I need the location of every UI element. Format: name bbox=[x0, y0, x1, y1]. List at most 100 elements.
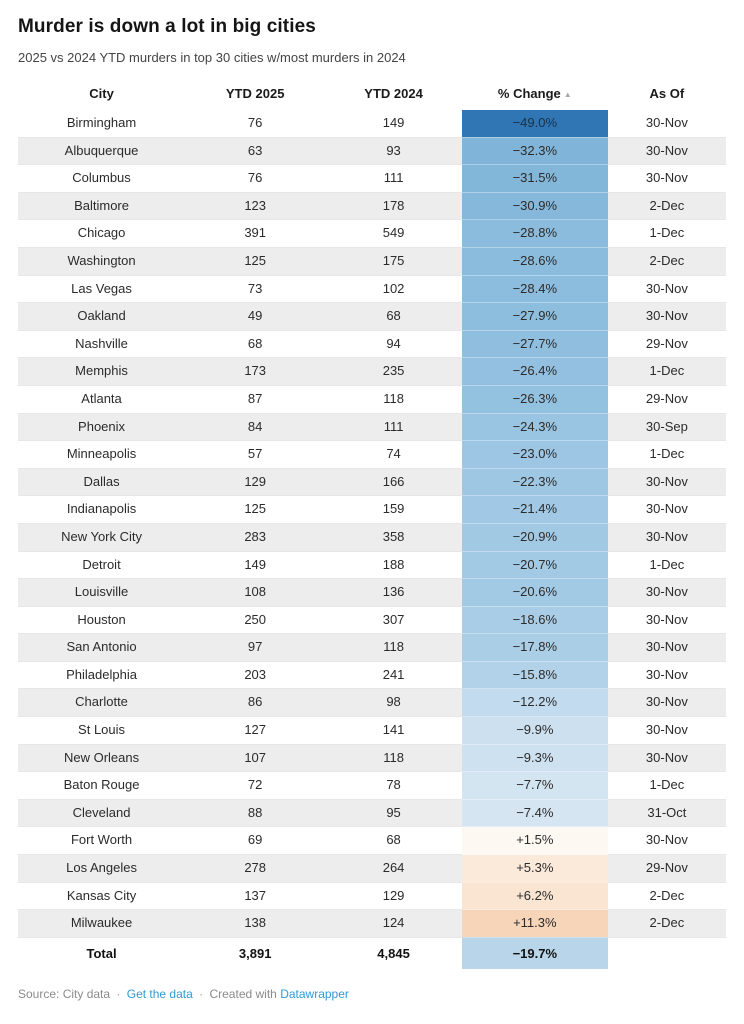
total-label-cell: Total bbox=[18, 936, 186, 970]
city-cell: New York City bbox=[18, 523, 186, 552]
ytd2024-cell: 118 bbox=[325, 385, 462, 414]
pct-change-cell: −26.4% bbox=[461, 357, 608, 386]
city-cell: Dallas bbox=[18, 468, 186, 497]
as-of-cell: 30-Nov bbox=[607, 302, 726, 331]
city-cell: Los Angeles bbox=[18, 854, 186, 883]
ytd2025-cell: 107 bbox=[185, 744, 326, 773]
as-of-cell: 30-Nov bbox=[607, 606, 726, 635]
ytd2025-cell: 138 bbox=[185, 909, 326, 938]
city-cell: St Louis bbox=[18, 716, 186, 745]
ytd2025-cell: 149 bbox=[185, 551, 326, 580]
ytd2024-cell: 95 bbox=[325, 799, 462, 828]
ytd2025-cell: 84 bbox=[185, 413, 326, 442]
table-row: Las Vegas 73 102 −28.4% 30-Nov bbox=[18, 275, 726, 304]
ytd2024-cell: 124 bbox=[325, 909, 462, 938]
table-row: Oakland 49 68 −27.9% 30-Nov bbox=[18, 302, 726, 331]
column-header-ytd2024[interactable]: YTD 2024 bbox=[325, 80, 462, 110]
column-header-ytd2025-label: YTD 2025 bbox=[225, 86, 285, 101]
table-row: Philadelphia 203 241 −15.8% 30-Nov bbox=[18, 661, 726, 690]
ytd2024-cell: 264 bbox=[325, 854, 462, 883]
source-text: Source: City data bbox=[18, 986, 111, 1001]
city-cell: Chicago bbox=[18, 219, 186, 248]
ytd2024-cell: 118 bbox=[325, 633, 462, 662]
ytd2025-cell: 86 bbox=[185, 688, 326, 718]
ytd2024-cell: 111 bbox=[325, 164, 462, 193]
as-of-cell: 30-Nov bbox=[607, 523, 726, 552]
table-row: Chicago 391 549 −28.8% 1-Dec bbox=[18, 219, 726, 248]
as-of-cell: 30-Nov bbox=[607, 826, 726, 856]
pct-change-cell: −12.2% bbox=[461, 688, 608, 718]
city-cell: Baton Rouge bbox=[18, 771, 186, 800]
city-cell: Phoenix bbox=[18, 413, 186, 442]
as-of-cell: 30-Sep bbox=[607, 413, 726, 442]
table-row: San Antonio 97 118 −17.8% 30-Nov bbox=[18, 633, 726, 662]
datawrapper-link[interactable]: Datawrapper bbox=[280, 986, 349, 1001]
city-cell: Albuquerque bbox=[18, 137, 186, 166]
table-row: Indianapolis 125 159 −21.4% 30-Nov bbox=[18, 495, 726, 524]
total-ytd2025-cell: 3,891 bbox=[185, 936, 326, 970]
city-cell: San Antonio bbox=[18, 633, 186, 662]
get-the-data-link[interactable]: Get the data bbox=[126, 986, 193, 1001]
ytd2025-cell: 127 bbox=[185, 716, 326, 745]
column-header-city[interactable]: City bbox=[18, 80, 185, 110]
as-of-cell: 30-Nov bbox=[607, 633, 726, 662]
footer-separator: · bbox=[116, 986, 121, 1001]
total-row: Total 3,891 4,845 −19.7% bbox=[18, 936, 726, 970]
as-of-cell: 30-Nov bbox=[607, 275, 726, 304]
column-header-ytd2024-label: YTD 2024 bbox=[364, 86, 423, 101]
pct-change-cell: +6.2% bbox=[461, 882, 608, 911]
pct-change-cell: −28.4% bbox=[461, 275, 608, 304]
city-cell: Philadelphia bbox=[18, 661, 186, 690]
pct-change-cell: +1.5% bbox=[461, 826, 608, 856]
ytd2025-cell: 76 bbox=[185, 164, 326, 193]
ytd2024-cell: 118 bbox=[325, 744, 462, 773]
city-cell: Houston bbox=[18, 606, 186, 635]
pct-change-cell: −49.0% bbox=[461, 110, 608, 138]
city-cell: Las Vegas bbox=[18, 275, 186, 304]
as-of-cell: 30-Nov bbox=[607, 468, 726, 497]
city-cell: Oakland bbox=[18, 302, 186, 331]
as-of-cell: 30-Nov bbox=[607, 688, 726, 718]
ytd2024-cell: 166 bbox=[325, 468, 462, 497]
ytd2024-cell: 129 bbox=[325, 882, 462, 911]
as-of-cell: 31-Oct bbox=[607, 799, 726, 828]
city-cell: Memphis bbox=[18, 357, 186, 386]
ytd2024-cell: 93 bbox=[325, 137, 462, 166]
table-row: Milwaukee 138 124 +11.3% 2-Dec bbox=[18, 909, 726, 938]
ytd2024-cell: 111 bbox=[325, 413, 462, 442]
as-of-cell: 30-Nov bbox=[607, 578, 726, 607]
as-of-cell: 2-Dec bbox=[607, 192, 726, 221]
as-of-cell: 30-Nov bbox=[607, 164, 726, 193]
table-row: Dallas 129 166 −22.3% 30-Nov bbox=[18, 468, 726, 497]
pct-change-cell: −24.3% bbox=[461, 413, 608, 442]
column-header-city-label: City bbox=[89, 86, 114, 101]
column-header-pct-change[interactable]: % Change ▲ bbox=[462, 80, 608, 110]
city-cell: Charlotte bbox=[18, 688, 186, 718]
pct-change-cell: −7.7% bbox=[461, 771, 608, 800]
ytd2025-cell: 73 bbox=[185, 275, 326, 304]
as-of-cell: 30-Nov bbox=[607, 716, 726, 745]
as-of-cell: 1-Dec bbox=[607, 551, 726, 580]
ytd2024-cell: 549 bbox=[325, 219, 462, 248]
city-cell: Minneapolis bbox=[18, 440, 186, 469]
column-header-ytd2025[interactable]: YTD 2025 bbox=[185, 80, 325, 110]
as-of-cell: 1-Dec bbox=[607, 357, 726, 386]
table-row: Columbus 76 111 −31.5% 30-Nov bbox=[18, 164, 726, 193]
ytd2024-cell: 175 bbox=[325, 247, 462, 276]
as-of-cell: 2-Dec bbox=[607, 882, 726, 911]
as-of-cell: 1-Dec bbox=[607, 219, 726, 248]
ytd2024-cell: 235 bbox=[325, 357, 462, 386]
as-of-cell: 30-Nov bbox=[607, 744, 726, 773]
ytd2024-cell: 74 bbox=[325, 440, 462, 469]
ytd2024-cell: 102 bbox=[325, 275, 462, 304]
ytd2025-cell: 391 bbox=[185, 219, 326, 248]
table-row: Phoenix 84 111 −24.3% 30-Sep bbox=[18, 413, 726, 442]
table-row: Louisville 108 136 −20.6% 30-Nov bbox=[18, 578, 726, 607]
ytd2024-cell: 241 bbox=[325, 661, 462, 690]
ytd2025-cell: 108 bbox=[185, 578, 326, 607]
page-title: Murder is down a lot in big cities bbox=[18, 16, 316, 37]
column-header-as-of[interactable]: As Of bbox=[608, 80, 726, 110]
city-cell: Louisville bbox=[18, 578, 186, 607]
ytd2024-cell: 159 bbox=[325, 495, 462, 524]
table-row: Baltimore 123 178 −30.9% 2-Dec bbox=[18, 192, 726, 221]
